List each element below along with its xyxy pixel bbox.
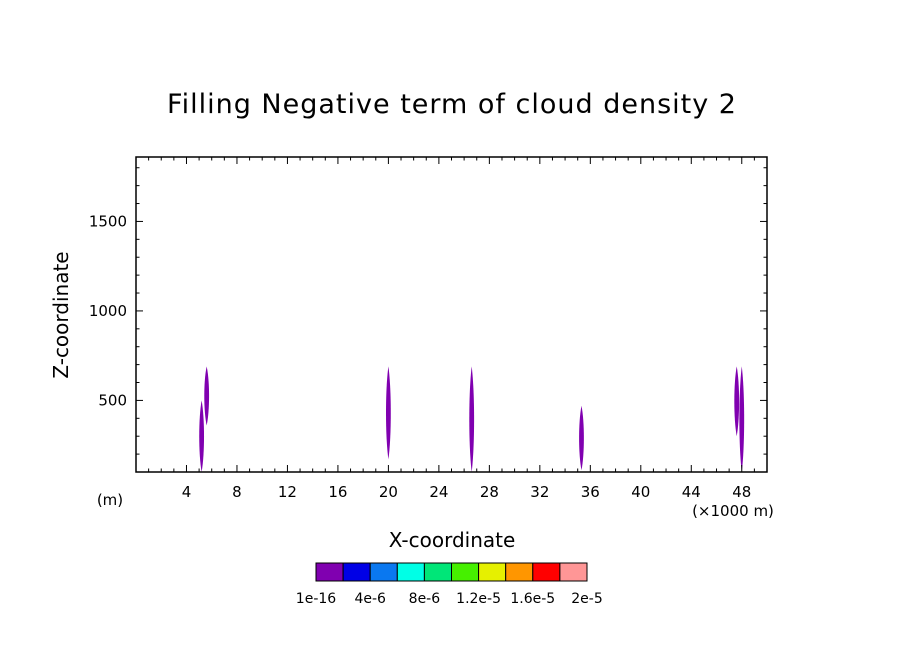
x-scale-label: (×1000 m) <box>692 502 774 520</box>
feature-1 <box>204 366 210 426</box>
colorbar-swatch-4 <box>423 562 452 582</box>
feature-5 <box>734 366 740 437</box>
plot-frame <box>135 156 768 473</box>
feature-2 <box>386 366 391 460</box>
colorbar-swatch-0 <box>315 562 344 582</box>
colorbar-label-5: 2e-5 <box>571 591 602 607</box>
colorbar-label-2: 8e-6 <box>409 591 441 607</box>
y-tick-label-2: 1500 <box>89 212 127 230</box>
y-tick-label-1: 1000 <box>89 302 127 320</box>
colorbar-swatch-6 <box>478 562 507 582</box>
feature-4 <box>579 405 584 471</box>
x-tick-label-0: 4 <box>182 483 192 501</box>
colorbar-swatch-1 <box>342 562 371 582</box>
colorbar-label-0: 1e-16 <box>296 591 336 607</box>
colorbar-swatch-8 <box>532 562 561 582</box>
x-axis-label: X-coordinate <box>389 528 516 552</box>
x-tick-label-7: 32 <box>530 483 549 501</box>
colorbar-swatch-7 <box>505 562 534 582</box>
colorbar-label-4: 1.6e-5 <box>510 591 555 607</box>
x-tick-label-4: 20 <box>379 483 398 501</box>
x-unit-label: (m) <box>97 491 123 509</box>
colorbar-swatch-5 <box>451 562 480 582</box>
colorbar-swatch-2 <box>369 562 398 582</box>
feature-6 <box>739 366 745 472</box>
chart-title: Filling Negative term of cloud density 2 <box>167 89 737 120</box>
y-tick-label-0: 500 <box>98 391 127 409</box>
y-axis-label: Z-coordinate <box>49 251 73 378</box>
colorbar-swatch-9 <box>559 562 588 582</box>
x-tick-label-6: 28 <box>480 483 499 501</box>
x-tick-label-9: 40 <box>631 483 650 501</box>
feature-0 <box>199 400 205 472</box>
colorbar-label-1: 4e-6 <box>354 591 386 607</box>
x-tick-label-8: 36 <box>581 483 600 501</box>
x-tick-label-2: 12 <box>278 483 297 501</box>
x-tick-label-10: 44 <box>682 483 701 501</box>
plot-features <box>199 366 745 472</box>
x-tick-label-1: 8 <box>232 483 242 501</box>
x-tick-label-3: 16 <box>328 483 347 501</box>
colorbar-label-3: 1.2e-5 <box>456 591 501 607</box>
colorbar: 1e-16 4e-6 8e-6 1.2e-5 1.6e-5 2e-5 <box>296 562 603 607</box>
feature-3 <box>469 366 475 472</box>
colorbar-swatch-3 <box>396 562 425 582</box>
x-tick-label-11: 48 <box>732 483 751 501</box>
x-tick-label-5: 24 <box>429 483 448 501</box>
